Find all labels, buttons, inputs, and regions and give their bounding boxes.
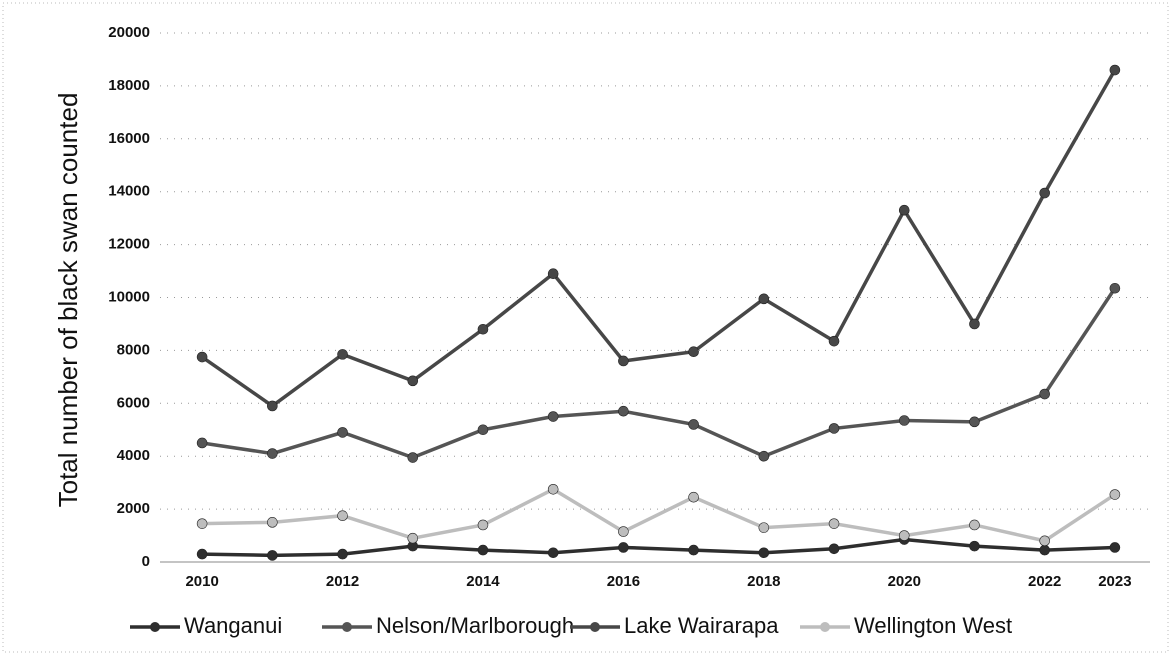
point [969, 519, 980, 531]
series-line [202, 487, 1116, 543]
point [618, 542, 629, 553]
x-tick-label: 2012 [326, 573, 359, 590]
point [547, 547, 559, 559]
point [758, 293, 770, 305]
point [1039, 535, 1050, 547]
point [688, 419, 699, 430]
point [1039, 388, 1050, 400]
y-axis-label: Total number of black swan counted [53, 93, 83, 508]
point [267, 400, 278, 412]
series-line [201, 69, 1117, 409]
y-tick-label: 4000 [117, 447, 150, 464]
point [758, 547, 770, 559]
point [547, 483, 559, 495]
point [477, 323, 489, 335]
point [1109, 282, 1121, 294]
point [1109, 64, 1121, 76]
legend-label: Lake Wairarapa [624, 613, 779, 638]
y-tick-label: 12000 [108, 236, 150, 253]
legend-marker [342, 622, 352, 632]
point [477, 424, 489, 436]
point [547, 268, 559, 279]
point [969, 318, 980, 330]
point [407, 532, 419, 544]
point [407, 452, 419, 463]
point [828, 543, 840, 555]
point [828, 518, 840, 529]
point [969, 416, 980, 428]
point [688, 346, 699, 358]
point [618, 355, 629, 367]
point [337, 510, 348, 522]
point [898, 415, 910, 426]
point [267, 550, 278, 561]
x-tick-label: 2018 [747, 573, 780, 590]
y-tick-label: 0 [142, 553, 150, 570]
point [196, 518, 208, 529]
legend-label: Nelson/Marlborough [376, 613, 574, 638]
point [477, 519, 489, 531]
y-tick-label: 20000 [108, 24, 150, 41]
point [547, 411, 559, 422]
point [267, 448, 278, 459]
x-tick-label: 2020 [888, 573, 921, 590]
y-tick-label: 6000 [117, 394, 150, 411]
legend-label: Wanganui [184, 613, 282, 638]
point [267, 517, 278, 528]
y-tick-label: 18000 [108, 77, 150, 94]
point [196, 351, 208, 363]
y-tick-label: 2000 [117, 500, 150, 517]
point [758, 450, 770, 462]
point [1039, 544, 1050, 556]
legend-marker [820, 622, 830, 632]
point [1109, 542, 1121, 553]
point [477, 544, 489, 556]
point [898, 530, 910, 541]
point [828, 423, 840, 434]
y-tick-label: 16000 [108, 130, 150, 147]
y-tick-label: 8000 [117, 341, 150, 358]
point [688, 544, 699, 556]
point [969, 540, 980, 552]
y-tick-label: 14000 [108, 183, 150, 200]
x-tick-label: 2014 [466, 573, 500, 590]
x-tick-label: 2022 [1028, 573, 1061, 590]
series-line [201, 287, 1117, 460]
point [898, 204, 910, 216]
point [688, 491, 699, 503]
point [407, 375, 419, 387]
point [337, 427, 348, 438]
legend-marker [150, 622, 160, 632]
x-tick-label: 2023 [1098, 573, 1131, 590]
point [337, 349, 348, 360]
x-tick-label: 2010 [185, 573, 218, 590]
point [196, 437, 208, 449]
series-line [202, 537, 1115, 558]
point [1039, 187, 1050, 199]
point [196, 548, 208, 560]
y-tick-label: 10000 [108, 288, 150, 305]
point [618, 405, 629, 417]
legend-marker [590, 622, 600, 632]
point [758, 522, 770, 533]
x-tick-label: 2016 [607, 573, 640, 590]
point [828, 335, 840, 347]
point [337, 548, 348, 560]
point [618, 526, 629, 537]
legend-label: Wellington West [854, 613, 1012, 638]
point [1109, 489, 1121, 500]
